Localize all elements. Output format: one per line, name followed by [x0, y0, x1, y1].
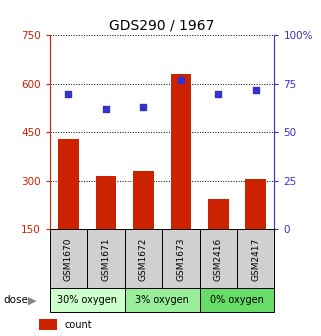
Text: 30% oxygen: 30% oxygen — [57, 295, 117, 305]
Text: GSM2417: GSM2417 — [251, 237, 260, 281]
Text: 0% oxygen: 0% oxygen — [210, 295, 264, 305]
Bar — [125, 288, 200, 312]
Bar — [208, 199, 229, 278]
Text: dose: dose — [3, 295, 28, 305]
Text: count: count — [65, 320, 92, 330]
Text: GSM2416: GSM2416 — [214, 237, 223, 281]
Text: ▶: ▶ — [28, 295, 36, 305]
Bar — [133, 171, 154, 278]
Bar — [39, 319, 57, 330]
Bar — [200, 288, 274, 312]
Bar — [237, 229, 274, 288]
Bar — [87, 229, 125, 288]
Bar — [246, 179, 266, 278]
Point — [141, 104, 146, 110]
Bar — [200, 229, 237, 288]
Title: GDS290 / 1967: GDS290 / 1967 — [109, 19, 215, 33]
Text: GSM1671: GSM1671 — [101, 237, 110, 281]
Point — [178, 77, 183, 83]
Text: GSM1672: GSM1672 — [139, 237, 148, 281]
Text: GSM1670: GSM1670 — [64, 237, 73, 281]
Bar — [50, 229, 87, 288]
Bar — [170, 74, 191, 278]
Bar — [162, 229, 200, 288]
Bar — [125, 229, 162, 288]
Point — [66, 91, 71, 96]
Text: GSM1673: GSM1673 — [176, 237, 185, 281]
Point — [216, 91, 221, 96]
Point — [253, 87, 258, 92]
Bar — [96, 176, 116, 278]
Text: 3% oxygen: 3% oxygen — [135, 295, 189, 305]
Point — [103, 107, 108, 112]
Bar — [58, 139, 79, 278]
Bar — [50, 288, 125, 312]
